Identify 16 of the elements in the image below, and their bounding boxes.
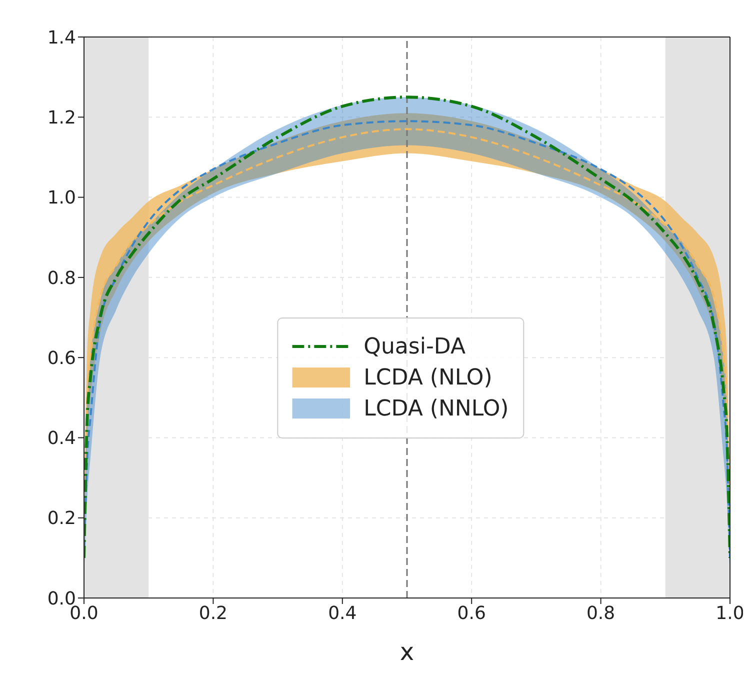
- x-tick-label: 1.0: [716, 602, 744, 624]
- y-tick-label: 1.4: [47, 27, 76, 48]
- x-axis-title: x: [400, 638, 414, 666]
- x-tick-label: 0.2: [198, 602, 228, 624]
- legend-label: LCDA (NNLO): [364, 396, 509, 422]
- legend-label: LCDA (NLO): [364, 365, 492, 390]
- y-tick-label: 0.2: [47, 508, 76, 530]
- x-tick-label: 0.8: [586, 602, 616, 624]
- y-tick-label: 1.2: [47, 108, 76, 129]
- y-tick-label: 0.6: [47, 348, 76, 369]
- y-tick-label: 1.0: [47, 188, 76, 209]
- x-tick-label: 0.4: [328, 602, 357, 624]
- x-tick-label: 0.6: [457, 602, 486, 624]
- y-tick-label: 0.8: [47, 268, 76, 289]
- legend-label: Quasi-DA: [364, 334, 466, 360]
- y-tick-label: 0.4: [47, 428, 76, 450]
